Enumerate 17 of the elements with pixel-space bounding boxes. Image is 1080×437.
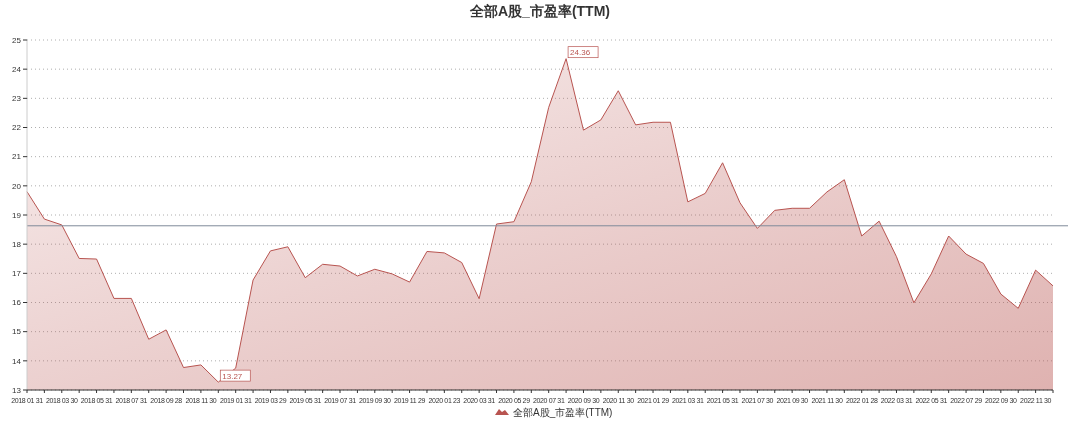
y-tick-label: 16 <box>12 298 22 308</box>
y-tick-label: 20 <box>12 181 22 191</box>
y-tick-label: 14 <box>12 356 22 366</box>
y-tick-label: 21 <box>12 152 22 162</box>
annotation: 24.36 <box>570 48 591 58</box>
y-tick-label: 19 <box>12 210 22 220</box>
y-tick-label: 23 <box>12 94 22 104</box>
y-tick-label: 25 <box>12 35 22 45</box>
legend-label: 全部A股_市盈率(TTM) <box>513 406 613 418</box>
y-tick-label: 22 <box>12 123 22 133</box>
chart-title: 全部A股_市盈率(TTM) <box>469 3 610 19</box>
annotation: 13.27 <box>222 371 243 381</box>
y-tick-label: 18 <box>12 239 22 249</box>
y-tick-label: 17 <box>12 269 22 279</box>
y-tick-label: 13 <box>12 385 22 395</box>
y-tick-label: 15 <box>12 327 22 337</box>
y-tick-label: 24 <box>12 64 22 74</box>
